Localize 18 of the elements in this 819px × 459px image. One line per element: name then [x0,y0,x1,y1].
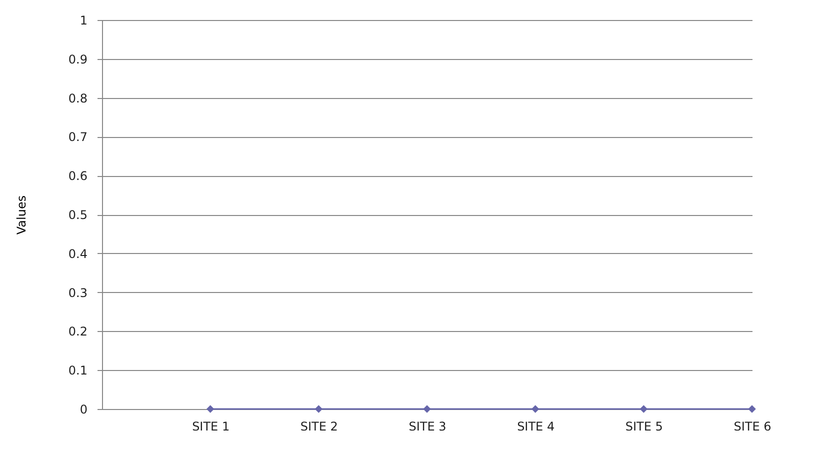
x-tick-label: SITE 5 [625,420,663,434]
y-tick-label: 1 [80,14,88,28]
y-tick-label: 0 [80,402,88,416]
y-axis-title: Values [14,195,28,235]
x-tick-label: SITE 4 [517,420,555,434]
y-tick-label: 0.8 [68,91,88,106]
y-tick-label: 0.9 [68,52,88,66]
x-tick-label: SITE 3 [408,420,446,434]
y-tick-label: 0.4 [68,246,88,261]
y-tick-label: 0.7 [68,130,88,144]
y-tick-label: 0.3 [68,286,88,300]
x-tick-label: SITE 6 [734,420,772,434]
y-tick-label: 0.6 [68,169,88,184]
x-tick-label: SITE 2 [300,420,338,434]
y-tick-label: 0.5 [68,208,88,222]
y-tick-label: 0.2 [68,324,88,339]
x-tick-label: SITE 1 [192,420,230,434]
y-tick-label: 0.1 [68,364,88,378]
